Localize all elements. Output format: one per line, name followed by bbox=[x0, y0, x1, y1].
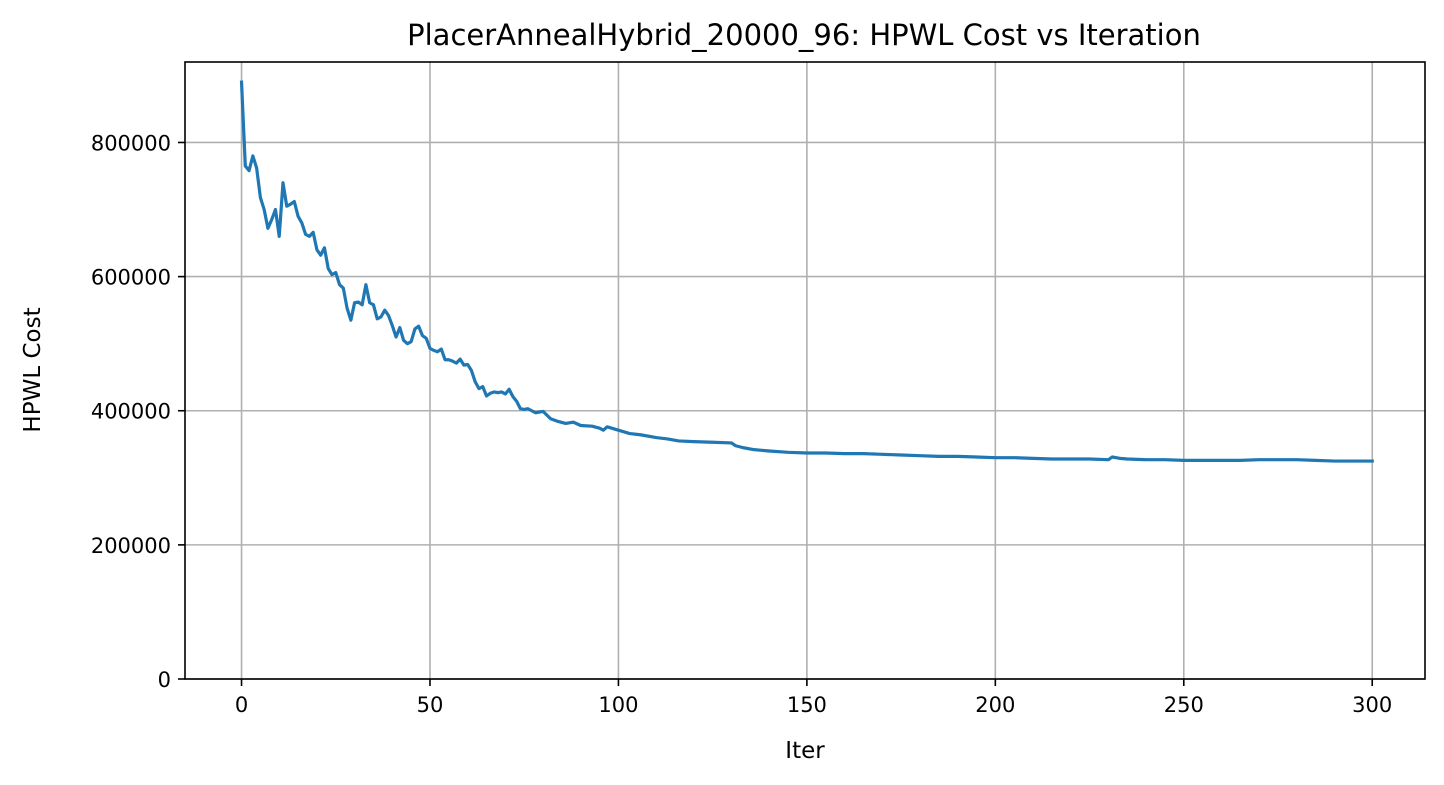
x-tick-label-4: 200 bbox=[975, 693, 1015, 717]
plot-frame bbox=[184, 61, 1426, 680]
y-tick-label-3: 600000 bbox=[91, 266, 171, 290]
series-line-0 bbox=[239, 80, 1374, 463]
grid bbox=[185, 62, 1425, 680]
x-tick-label-2: 100 bbox=[598, 693, 638, 717]
axis-ticks: 0 50 100 150 200 250 300 0 200000 400000 600000 800… bbox=[91, 131, 1392, 717]
y-axis-label: HPWL Cost bbox=[20, 307, 46, 432]
x-axis-label: Iter bbox=[785, 738, 825, 764]
y-tick-label-1: 200000 bbox=[91, 534, 171, 558]
x-tick-label-3: 150 bbox=[787, 693, 827, 717]
series-layer bbox=[239, 80, 1374, 463]
x-tick-label-1: 50 bbox=[417, 693, 444, 717]
chart-title: PlacerAnnealHybrid_20000_96: HPWL Cost v… bbox=[407, 18, 1201, 52]
x-tick-label-6: 300 bbox=[1352, 693, 1392, 717]
x-tick-label-5: 250 bbox=[1164, 693, 1204, 717]
y-tick-label-2: 400000 bbox=[91, 400, 171, 424]
y-tick-label-4: 800000 bbox=[91, 131, 171, 155]
x-tick-label-0: 0 bbox=[235, 693, 248, 717]
y-tick-label-0: 0 bbox=[158, 668, 171, 692]
